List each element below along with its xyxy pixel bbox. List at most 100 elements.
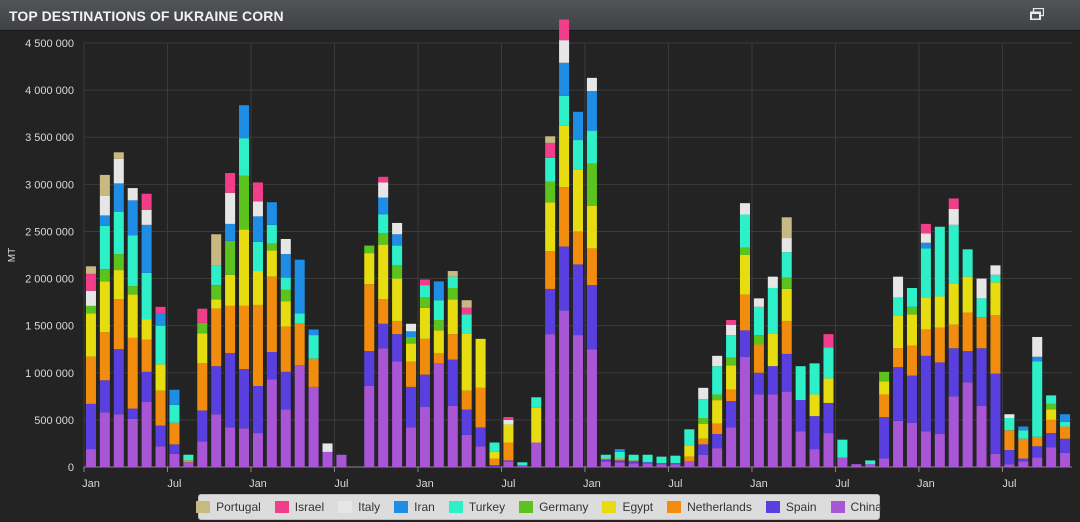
bar-segment-spain xyxy=(572,264,584,336)
bar-segment-italy xyxy=(586,77,597,92)
legend-item-china[interactable]: China xyxy=(830,500,882,514)
bar-segment-egypt xyxy=(197,333,208,364)
bar-segment-netherlands xyxy=(559,187,570,247)
bar-segment-italy xyxy=(141,209,152,225)
chart-legend: Portugal Israel Italy Iran Turkey Germany Egyp… xyxy=(196,494,882,520)
legend-item-turkey[interactable]: Turkey xyxy=(448,500,505,514)
legend-swatch xyxy=(394,501,409,513)
y-tick-label: 3 000 000 xyxy=(25,179,74,191)
bar-segment-spain xyxy=(211,366,222,415)
legend-item-egypt[interactable]: Egypt xyxy=(602,500,653,514)
bar-segment-turkey xyxy=(447,276,458,288)
legend-item-iran[interactable]: Iran xyxy=(394,500,435,514)
bar-segment-china xyxy=(461,434,472,467)
bar-segment-egypt xyxy=(155,364,166,391)
bar-segment-china xyxy=(976,405,987,467)
x-tick-label: Jul xyxy=(167,478,181,490)
bar-segment-germany xyxy=(447,287,458,300)
legend-label: Spain xyxy=(785,500,817,514)
bar-segment-china xyxy=(378,348,389,467)
bar-segment-germany xyxy=(364,245,375,254)
bar-segment-china xyxy=(753,394,764,467)
bar-segment-turkey xyxy=(990,274,1001,283)
legend-swatch xyxy=(196,501,211,513)
bar-segment-spain xyxy=(447,359,458,406)
bar-segment-italy xyxy=(920,233,931,243)
legend-item-germany[interactable]: Germany xyxy=(519,500,588,514)
bar-segment-iran xyxy=(252,216,263,242)
bar-segment-spain xyxy=(712,434,723,449)
bar-segment-spain xyxy=(419,374,430,407)
bar-segment-turkey xyxy=(1018,430,1029,439)
bar-segment-turkey xyxy=(461,314,472,334)
legend-item-netherlands[interactable]: Netherlands xyxy=(667,500,752,514)
bar-segment-italy xyxy=(99,195,110,216)
bar-segment-germany xyxy=(85,305,96,314)
legend-swatch xyxy=(602,501,617,513)
legend-label: Italy xyxy=(358,500,381,514)
bar-segment-egypt xyxy=(879,381,890,395)
bar-segment-spain xyxy=(600,459,611,462)
legend-item-spain[interactable]: Spain xyxy=(765,500,817,514)
bar-segment-turkey xyxy=(266,224,277,244)
bar-segment-china xyxy=(739,356,750,467)
bar-segment-egypt xyxy=(572,169,584,232)
bar-segment-portugal xyxy=(99,174,110,196)
bar-segment-iran xyxy=(614,449,625,452)
bar-segment-egypt xyxy=(823,378,834,403)
bar-segment-china xyxy=(948,396,959,467)
bar-segment-germany xyxy=(433,320,444,331)
bar-segment-italy xyxy=(252,201,263,217)
bar-segment-egypt xyxy=(433,330,444,353)
bar-segment-netherlands xyxy=(1018,438,1029,459)
legend-label: Egypt xyxy=(622,500,654,514)
bar-segment-germany xyxy=(99,269,110,282)
bar-segment-spain xyxy=(656,463,667,465)
x-tick-label: Jan xyxy=(249,478,267,490)
bar-segment-spain xyxy=(113,349,124,415)
bar-segment-china xyxy=(837,457,848,467)
bar-segment-italy xyxy=(1032,336,1043,357)
legend-item-italy[interactable]: Italy xyxy=(338,500,380,514)
bar-segment-netherlands xyxy=(127,337,138,409)
y-tick-label: 500 000 xyxy=(34,415,74,427)
bar-segment-china xyxy=(1004,464,1015,467)
bar-segment-israel xyxy=(559,19,570,41)
bar-segment-italy xyxy=(378,182,389,198)
bar-segment-israel xyxy=(252,182,263,202)
bar-segment-china xyxy=(503,461,514,467)
legend-item-portugal[interactable]: Portugal xyxy=(196,500,261,514)
bar-segment-egypt xyxy=(113,270,124,300)
expand-window-icon[interactable] xyxy=(1030,8,1044,20)
bar-segment-germany xyxy=(698,418,709,424)
bar-segment-china xyxy=(1018,461,1029,467)
bar-segment-germany xyxy=(225,240,236,275)
bar-segment-iran xyxy=(392,234,403,246)
bar-segment-israel xyxy=(823,334,834,348)
legend-swatch xyxy=(765,501,780,513)
bar-segment-china xyxy=(698,454,709,467)
bar-segment-italy xyxy=(753,298,764,307)
bar-segment-china xyxy=(183,462,194,467)
bar-segment-netherlands xyxy=(252,304,263,386)
bar-segment-china xyxy=(406,427,417,467)
bar-segment-spain xyxy=(753,372,764,395)
bar-segment-iran xyxy=(225,223,236,241)
bar-segment-netherlands xyxy=(1060,426,1071,439)
legend-item-israel[interactable]: Israel xyxy=(274,500,324,514)
bar-segment-spain xyxy=(225,352,236,428)
bar-segment-iran xyxy=(433,281,444,301)
bar-segment-spain xyxy=(698,444,709,455)
bar-segment-spain xyxy=(879,417,890,459)
bar-segment-turkey xyxy=(419,285,430,298)
bar-segment-egypt xyxy=(934,296,945,328)
bar-segment-netherlands xyxy=(753,344,764,373)
bar-segment-netherlands xyxy=(406,361,417,387)
bar-segment-italy xyxy=(85,290,96,306)
bar-segment-spain xyxy=(920,355,931,432)
bar-segment-spain xyxy=(252,385,263,434)
bar-segment-iran xyxy=(572,111,584,141)
bar-segment-china xyxy=(141,401,152,467)
y-tick-label: 2 500 000 xyxy=(25,226,74,238)
bar-segment-netherlands xyxy=(308,358,319,387)
